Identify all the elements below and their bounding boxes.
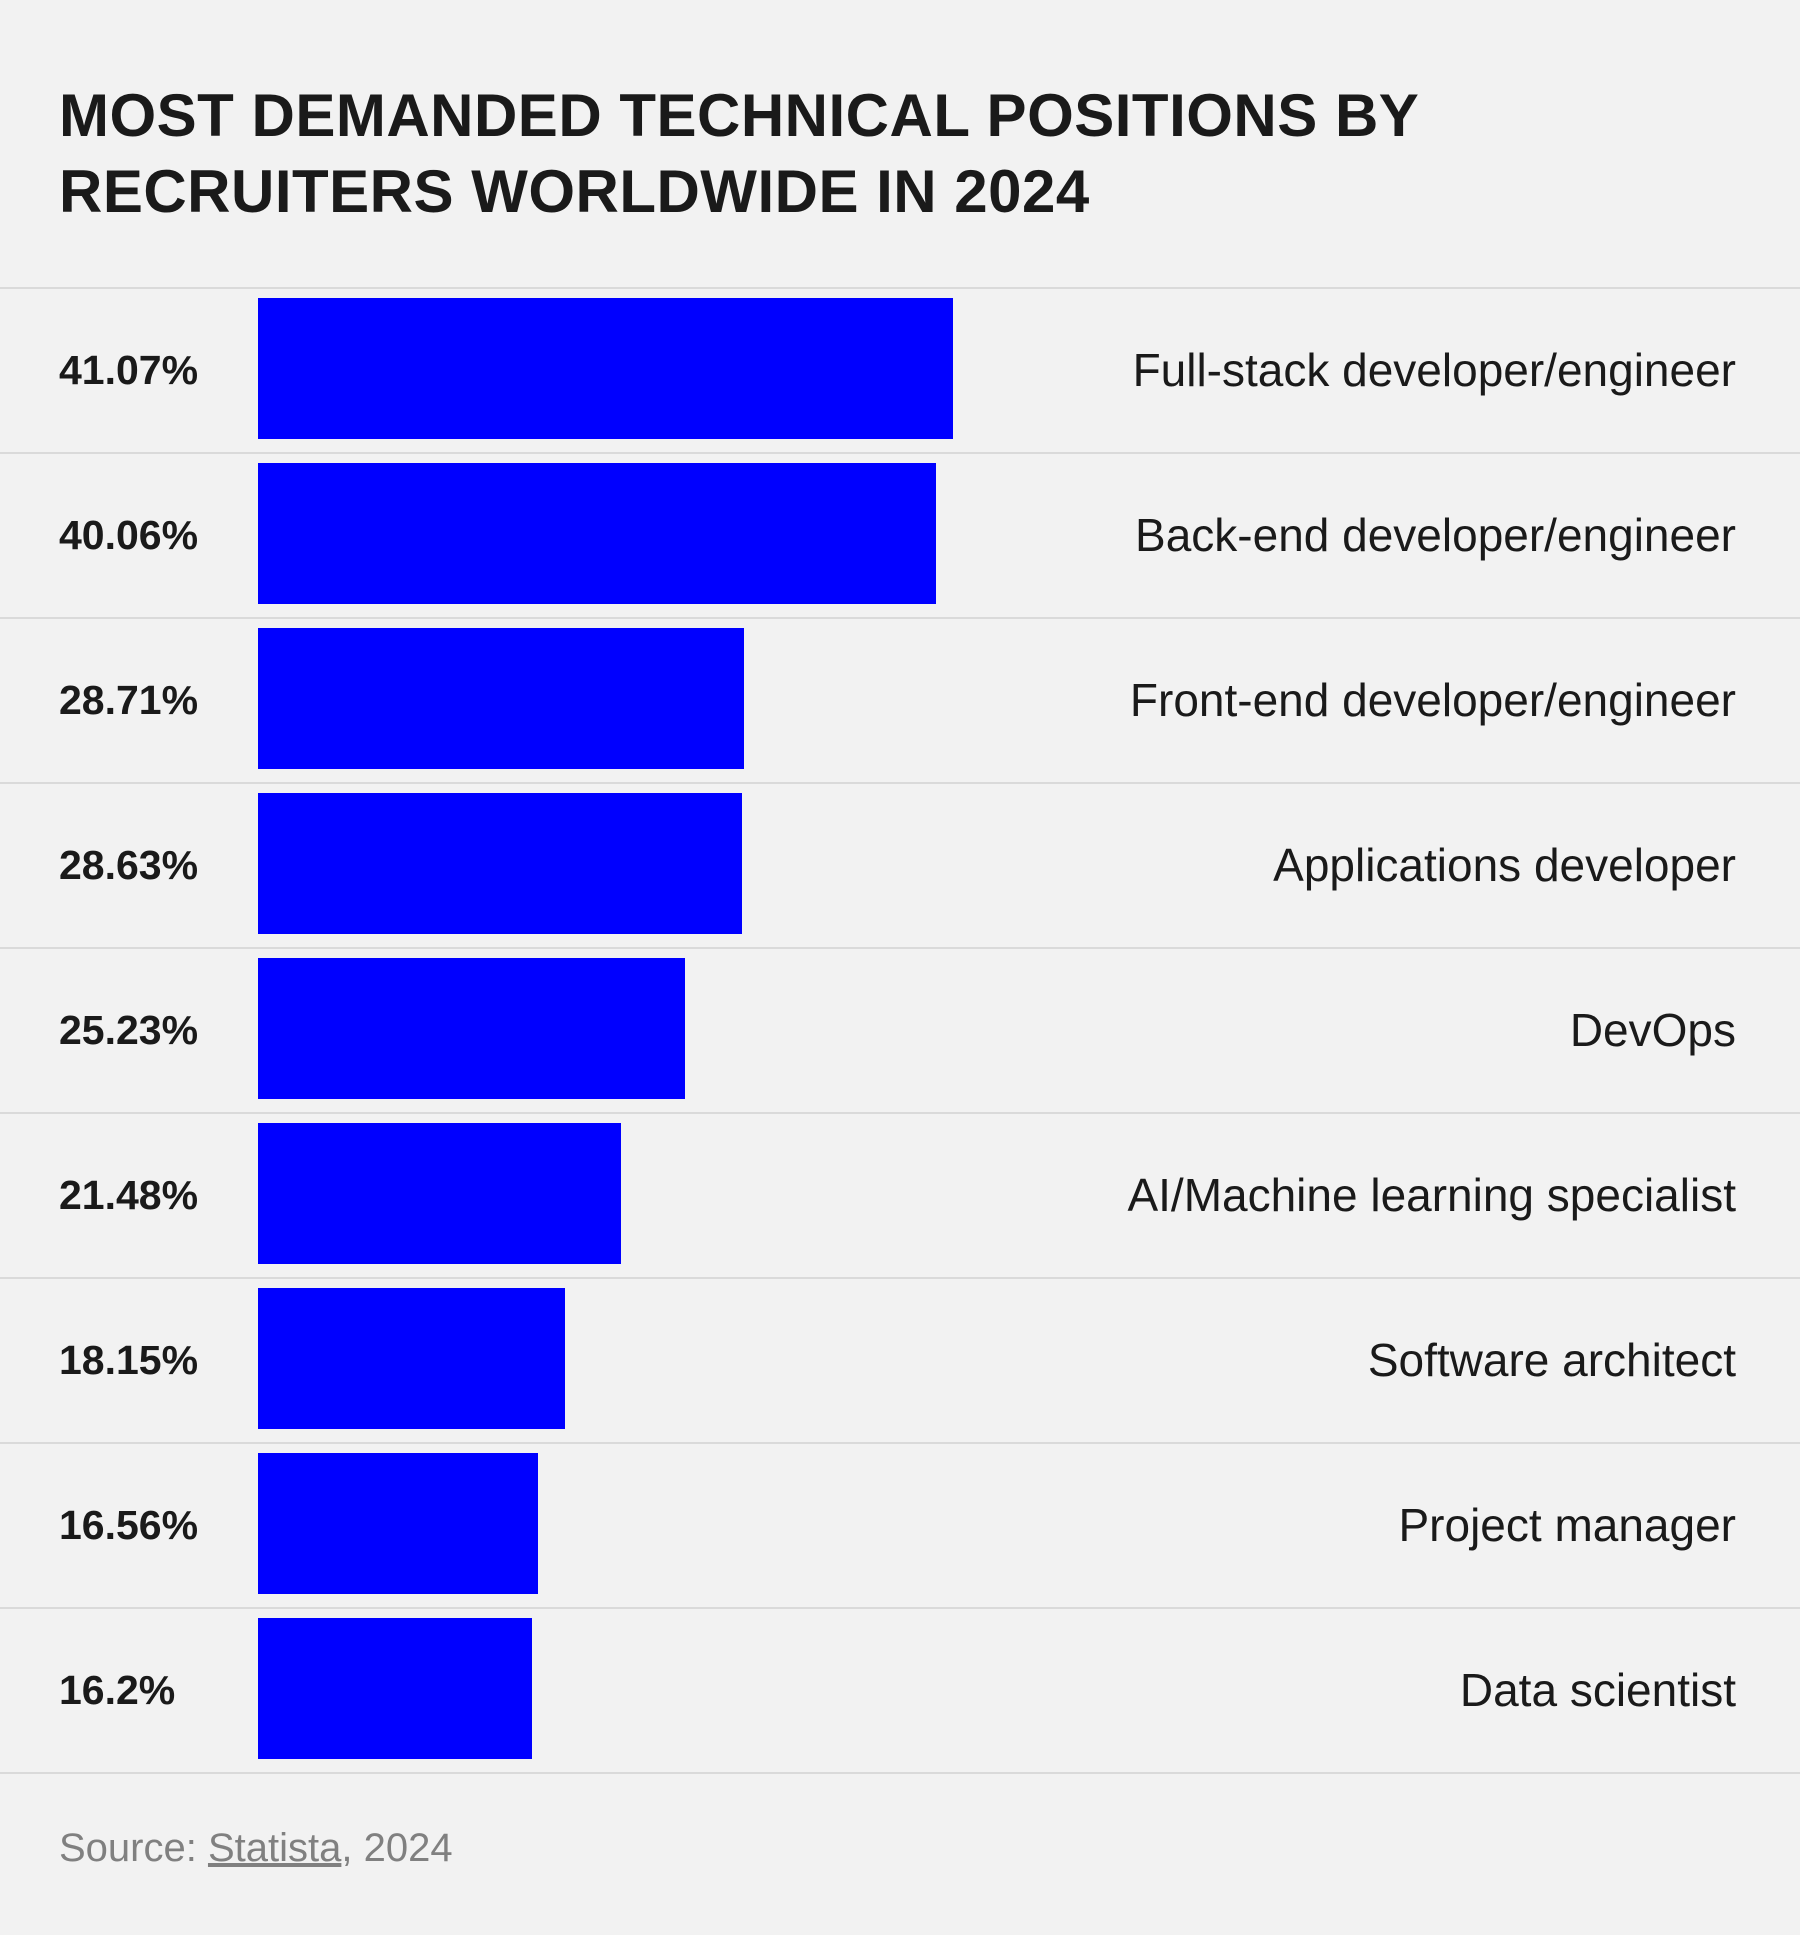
category-label: AI/Machine learning specialist xyxy=(1127,1169,1736,1221)
bar xyxy=(258,463,936,604)
source-suffix: , 2024 xyxy=(341,1826,453,1870)
bar xyxy=(258,1453,539,1594)
data-label: 28.71% xyxy=(59,677,199,723)
source-note: Source: Statista, 2024 xyxy=(59,1826,453,1871)
data-label: 21.48% xyxy=(59,1172,199,1218)
bar-row: 21.48% AI/Machine learning specialist xyxy=(0,1114,1800,1279)
bar-rows: 41.07% Full-stack developer/engineer 40.06… xyxy=(0,287,1800,1774)
bar xyxy=(258,1288,566,1429)
bar-row: 40.06% Back-end developer/engineer xyxy=(0,454,1800,619)
bar-row: 28.71% Front-end developer/engineer xyxy=(0,619,1800,784)
data-label: 16.56% xyxy=(59,1502,199,1548)
category-label: DevOps xyxy=(1569,1004,1736,1056)
category-label: Back-end developer/engineer xyxy=(1135,509,1736,561)
source-link[interactable]: Statista xyxy=(207,1826,342,1870)
chart-title: Most demanded technical positions by rec… xyxy=(59,82,1419,225)
bar xyxy=(258,958,685,1099)
bar xyxy=(258,1618,533,1759)
category-label: Front-end developer/engineer xyxy=(1129,674,1736,726)
data-label: 41.07% xyxy=(59,347,199,393)
data-label: 40.06% xyxy=(59,512,199,558)
bar xyxy=(258,793,743,934)
bar-row: 28.63% Applications developer xyxy=(0,784,1800,949)
data-label: 28.63% xyxy=(59,842,199,888)
data-label: 16.2% xyxy=(59,1667,176,1713)
data-label: 25.23% xyxy=(59,1007,199,1053)
bar-row: 16.56% Project manager xyxy=(0,1444,1800,1609)
bar-row: 18.15% Software architect xyxy=(0,1279,1800,1444)
bar-row: 41.07% Full-stack developer/engineer xyxy=(0,289,1800,454)
bar xyxy=(258,1123,622,1264)
bar-row: 25.23% DevOps xyxy=(0,949,1800,1114)
source-prefix: Source: xyxy=(59,1826,208,1870)
bar xyxy=(258,298,953,439)
bar-row: 16.2% Data scientist xyxy=(0,1609,1800,1774)
category-label: Software architect xyxy=(1367,1334,1736,1386)
category-label: Data scientist xyxy=(1459,1664,1736,1716)
category-label: Project manager xyxy=(1398,1499,1737,1551)
category-label: Applications developer xyxy=(1273,839,1736,891)
category-label: Full-stack developer/engineer xyxy=(1132,344,1736,396)
bar xyxy=(258,628,744,769)
data-label: 18.15% xyxy=(59,1337,199,1383)
